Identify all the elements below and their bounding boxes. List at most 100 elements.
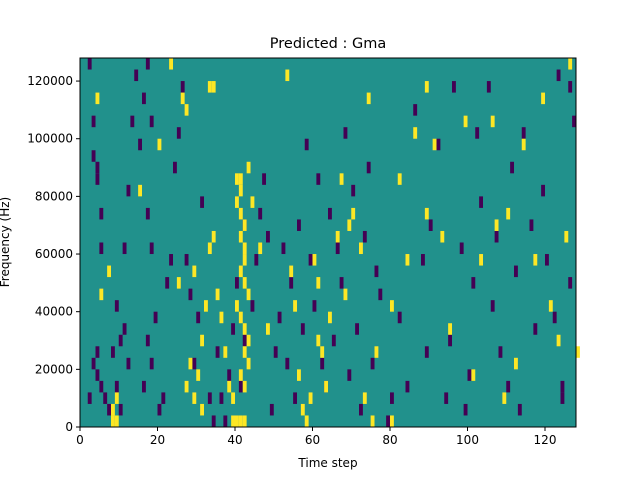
cell-high-15 [227,380,232,393]
cell-high-57 [266,323,270,335]
cell-low-53 [231,323,236,335]
y-axis-label: Frequency (Hz) [0,197,12,288]
cell-high-106 [370,415,375,427]
cell-low-6 [99,242,104,255]
cell-low-124 [560,380,565,393]
cell-high-98 [548,300,553,312]
cell-high-54 [188,357,193,370]
cell-low-52 [227,369,232,381]
cell-high-96 [533,254,538,266]
cell-low-70 [297,219,301,231]
cell-high-71 [339,173,344,185]
cell-high-38 [242,380,247,393]
cell-low-122 [552,311,557,324]
cell-high-37 [238,369,243,381]
cell-high-27 [238,230,243,243]
cell-low-22 [126,184,131,197]
cell-high-39 [246,288,251,301]
cell-high-22 [238,173,243,185]
cell-low-35 [157,403,162,416]
cell-low-96 [413,104,418,116]
cell-low-73 [308,254,313,266]
x-tick-label-0: 0 [76,433,84,447]
cell-high-6 [196,369,201,381]
cell-low-117 [521,127,526,139]
cell-high-59 [293,300,298,312]
cell-high-32 [238,311,243,324]
plot-frame [79,57,577,428]
cell-high-56 [258,242,263,255]
cell-high-25 [238,207,243,220]
cell-high-17 [231,415,236,427]
cell-high-93 [506,207,511,220]
y-tick-label-2: 40000 [35,305,73,319]
y-tick-label-1: 20000 [35,362,73,376]
cell-high-24 [235,196,239,208]
cell-low-25 [130,115,135,128]
cell-low-75 [316,173,321,185]
cell-low-123 [556,69,561,82]
chart-title: Predicted : Gma [270,36,386,52]
cell-high-52 [176,277,181,289]
cell-low-17 [118,334,123,347]
cell-high-79 [390,300,394,312]
cell-high-65 [316,334,321,347]
cell-high-35 [242,346,247,358]
cell-high-4 [192,392,197,404]
cell-high-82 [413,127,418,139]
cell-high-46 [114,392,119,404]
cell-high-105 [390,415,394,427]
x-axis-label: Time step [297,456,357,470]
cell-high-9 [192,265,197,278]
cell-low-34 [149,115,154,128]
cell-high-55 [211,81,216,93]
cell-low-69 [293,392,298,404]
cell-low-101 [444,392,449,404]
cell-high-50 [107,265,112,278]
cell-low-99 [428,219,433,231]
cell-low-103 [452,81,456,93]
cell-low-3 [95,161,100,174]
cell-low-51 [223,415,228,427]
cell-high-88 [471,369,476,381]
cell-high-72 [343,288,348,301]
cell-high-40 [246,161,251,174]
cell-high-103 [424,81,429,93]
cell-low-4 [95,173,100,185]
cell-low-14 [114,380,119,393]
cell-low-27 [145,58,150,70]
cell-high-62 [304,415,309,427]
cell-low-102 [448,334,453,347]
cell-low-59 [254,254,259,266]
cell-high-80 [397,173,402,185]
cell-low-94 [397,311,402,324]
cell-high-63 [308,392,313,404]
cell-low-118 [529,219,534,231]
cell-low-91 [378,288,383,301]
cell-low-55 [242,334,247,347]
cell-high-12 [215,288,220,301]
cell-low-38 [169,254,174,266]
cell-high-0 [169,58,174,70]
cell-low-93 [390,392,394,404]
cell-low-31 [153,311,158,324]
cell-high-28 [242,242,247,255]
cell-high-104 [285,69,290,82]
cell-low-61 [262,173,267,185]
cell-high-101 [568,58,573,70]
cell-low-19 [114,300,119,312]
cell-low-65 [277,311,282,324]
y-axis-ticks: 0 20000 40000 60000 80000 100000 120000 [27,74,80,434]
cell-low-13 [95,369,100,381]
cell-low-81 [339,277,344,289]
cell-high-44 [114,415,119,427]
cell-high-21 [235,173,239,185]
cell-high-84 [432,138,437,151]
cell-high-30 [238,265,243,278]
cell-low-28 [149,357,154,370]
cell-low-105 [463,403,468,416]
cell-high-69 [328,311,332,324]
cell-high-19 [238,415,243,427]
cell-high-68 [324,380,329,393]
cell-high-92 [502,392,507,404]
